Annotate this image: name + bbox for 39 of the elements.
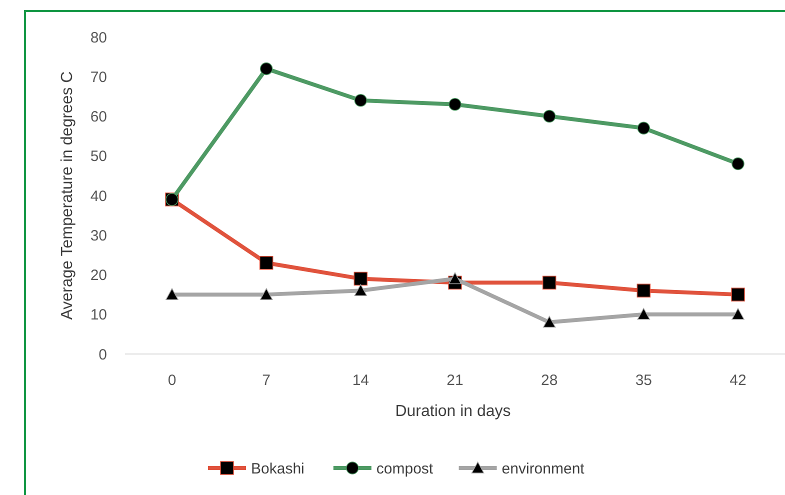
point xyxy=(637,308,650,320)
y-tick-label: 0 xyxy=(98,346,107,364)
y-tick-label: 80 xyxy=(90,29,107,46)
x-tick-label: 28 xyxy=(540,372,558,389)
y-tick-label: 60 xyxy=(90,108,107,126)
y-axis-title: Average Temperature in degrees C xyxy=(59,71,76,320)
point xyxy=(448,272,462,284)
y-tick-label: 70 xyxy=(90,68,107,86)
point xyxy=(637,122,650,135)
point xyxy=(732,308,744,320)
point xyxy=(542,316,556,328)
point xyxy=(166,288,178,300)
point xyxy=(732,157,744,170)
y-tick-label: 40 xyxy=(90,188,107,205)
x-tick-label: 42 xyxy=(730,372,746,389)
point xyxy=(260,62,273,76)
point xyxy=(354,272,368,286)
legend-label: environment xyxy=(502,460,586,478)
point xyxy=(636,284,651,298)
point xyxy=(731,288,745,302)
y-tick-label: 50 xyxy=(90,148,107,166)
point xyxy=(542,110,556,123)
point xyxy=(354,284,368,296)
x-tick-label: 35 xyxy=(635,372,652,389)
x-tick-label: 14 xyxy=(352,372,370,389)
x-tick-label: 0 xyxy=(168,372,176,389)
point xyxy=(260,288,273,300)
x-axis-title: Duration in days xyxy=(395,403,511,420)
y-tick-label: 10 xyxy=(90,306,107,324)
x-tick-label: 21 xyxy=(446,372,464,389)
point xyxy=(448,98,462,111)
y-tick-label: 30 xyxy=(90,227,107,244)
point xyxy=(354,94,368,107)
legend-label: compost xyxy=(376,460,434,478)
y-tick-label: 20 xyxy=(90,267,107,284)
x-tick-label: 7 xyxy=(262,372,271,389)
point xyxy=(542,276,556,290)
legend-label: Bokashi xyxy=(251,460,304,478)
point xyxy=(259,256,274,270)
